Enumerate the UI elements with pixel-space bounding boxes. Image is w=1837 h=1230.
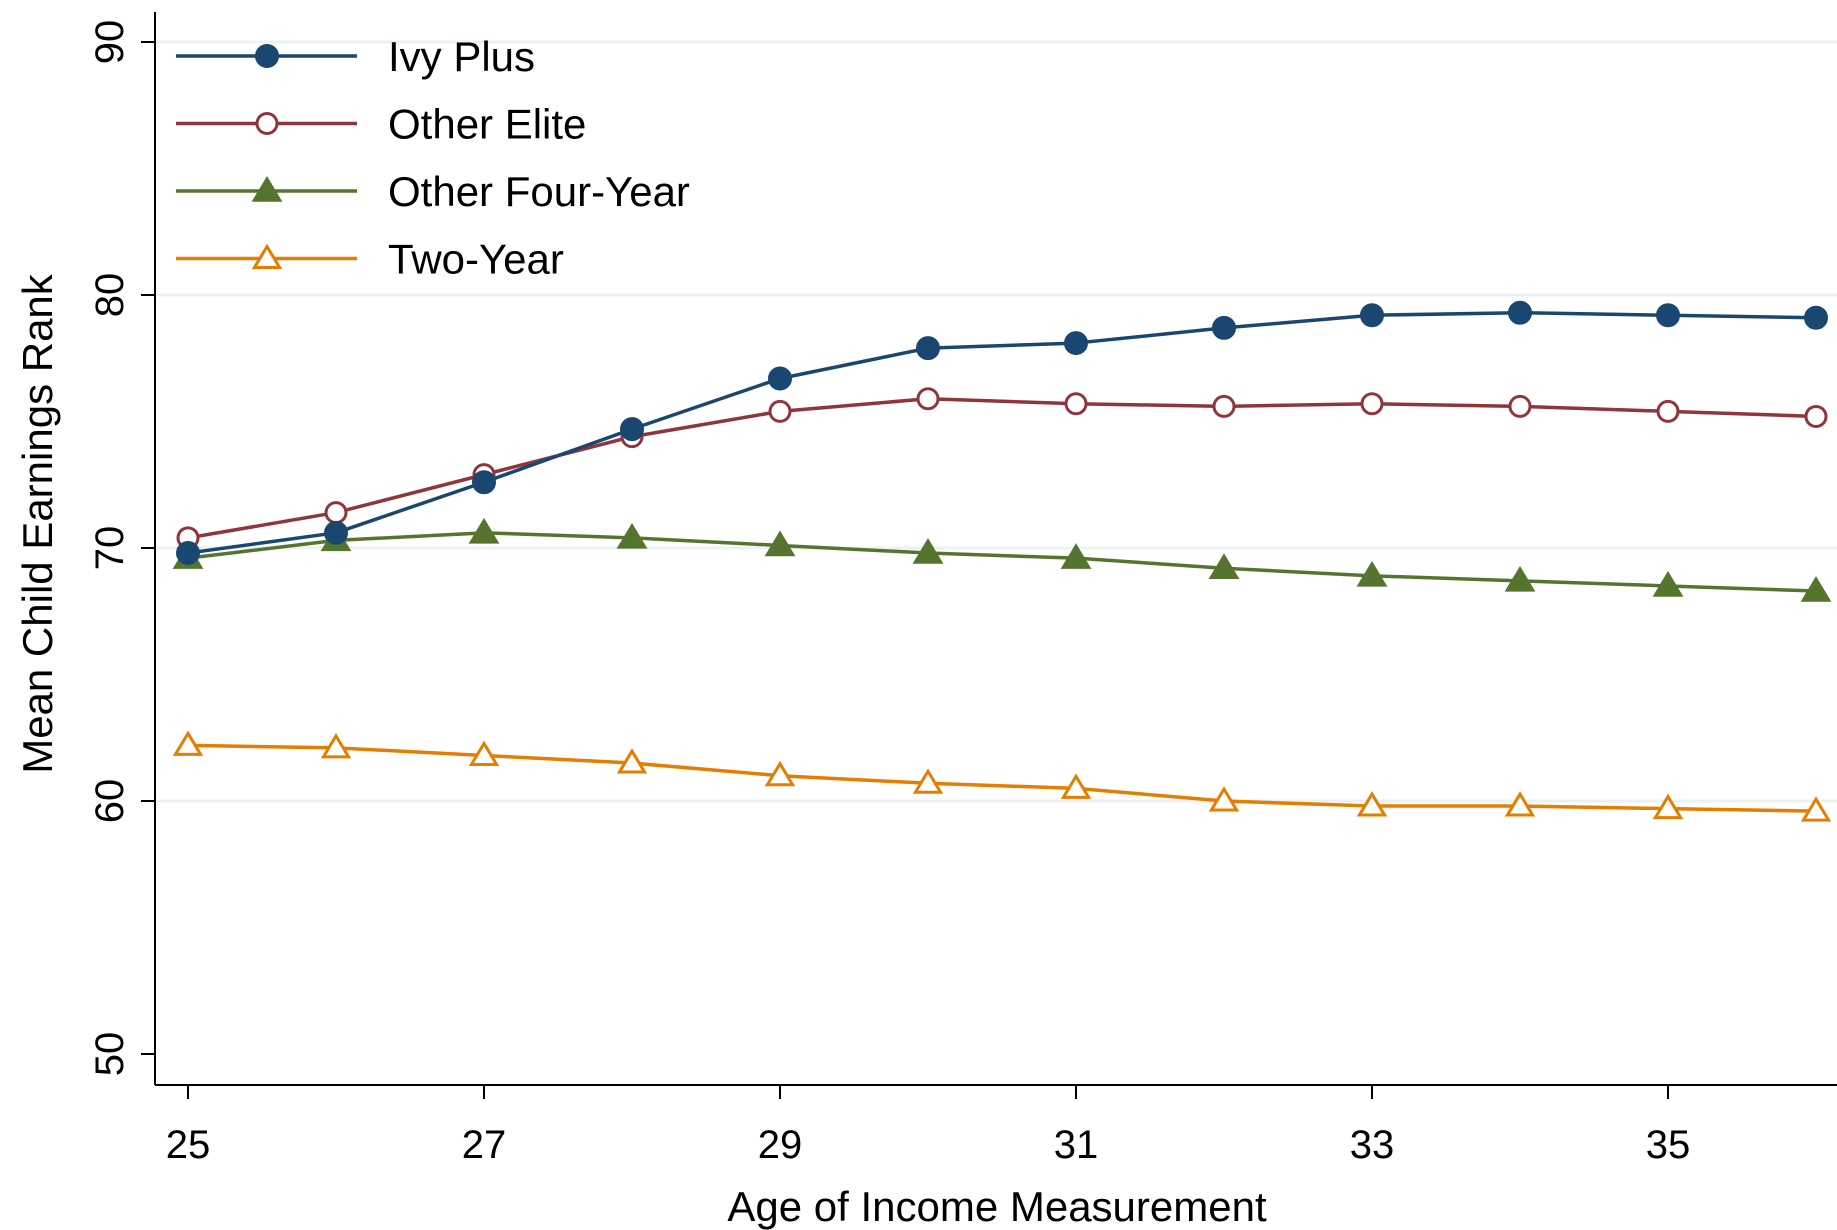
data-point-two-year-33: [1356, 791, 1388, 817]
data-point-ivy-plus-31: [1064, 331, 1088, 356]
x-tick-label-25: 25: [166, 1123, 211, 1167]
data-point-other-four-year-32: [1208, 553, 1240, 579]
data-point-two-year-34: [1504, 791, 1536, 817]
legend-item-two-year: Two-Year: [176, 236, 564, 283]
series-other-elite: [187, 396, 1817, 540]
data-point-ivy-plus-36: [1804, 305, 1828, 330]
data-point-other-elite-35: [1656, 399, 1680, 423]
legend-marker-two-year: [251, 243, 283, 269]
legend-marker-other-elite: [255, 112, 279, 135]
data-point-ivy-plus-27: [472, 470, 496, 495]
data-point-two-year-27: [468, 740, 500, 766]
y-axis-ticks: 50 60 70 80 90: [88, 20, 155, 1077]
data-point-ivy-plus-25: [176, 541, 200, 566]
data-point-other-four-year-31: [1060, 543, 1092, 569]
data-point-other-elite-33: [1360, 392, 1384, 416]
legend: Ivy Plus Other Elite Other Four-Year Two-Ye…: [176, 33, 690, 283]
data-point-other-elite-32: [1212, 394, 1236, 418]
legend-item-other-elite: Other Elite: [176, 101, 586, 148]
data-point-ivy-plus-34: [1508, 300, 1532, 325]
data-point-other-four-year-27: [468, 517, 500, 544]
data-point-other-four-year-33: [1356, 560, 1388, 587]
data-point-ivy-plus-29: [768, 366, 792, 391]
y-tick-label-70: 70: [88, 526, 132, 571]
x-axis-ticks: 25 27 29 31 33 35: [166, 1085, 1691, 1167]
legend-label-ivy-plus: Ivy Plus: [388, 33, 535, 80]
data-point-other-elite-29: [768, 399, 792, 423]
series-ivy-plus: [187, 310, 1817, 555]
x-tick-label-29: 29: [758, 1123, 803, 1167]
data-point-other-four-year-30: [912, 538, 944, 564]
data-point-ivy-plus-30: [916, 336, 940, 361]
data-point-ivy-plus-28: [620, 417, 644, 442]
y-tick-label-90: 90: [88, 20, 132, 65]
x-tick-label-27: 27: [462, 1123, 507, 1167]
data-point-other-four-year-34: [1504, 565, 1536, 592]
data-point-other-elite-34: [1508, 394, 1532, 418]
y-tick-label-60: 60: [88, 779, 132, 824]
series-line-two-year: [187, 743, 1817, 813]
data-point-other-four-year-29: [764, 530, 796, 557]
y-axis-title: Mean Child Earnings Rank: [14, 273, 61, 774]
data-point-other-four-year-35: [1652, 571, 1684, 597]
series-markers-two-year: [172, 730, 1832, 822]
data-point-two-year-26: [320, 732, 352, 759]
series-markers-other-elite: [176, 387, 1828, 550]
legend-marker-ivy-plus: [255, 44, 279, 68]
data-point-other-elite-30: [916, 387, 940, 411]
legend-label-other-elite: Other Elite: [388, 101, 586, 148]
data-point-two-year-35: [1652, 793, 1684, 820]
data-point-other-elite-31: [1064, 392, 1088, 416]
series-markers-other-four-year: [172, 517, 1832, 602]
series-two-year: [187, 743, 1817, 813]
series-line-ivy-plus: [187, 310, 1817, 555]
series-line-other-four-year: [187, 531, 1817, 593]
data-point-two-year-28: [616, 748, 648, 774]
legend-item-other-four-year: Other Four-Year: [176, 168, 690, 215]
data-point-ivy-plus-32: [1212, 315, 1236, 340]
x-tick-label-33: 33: [1350, 1123, 1395, 1167]
data-point-other-elite-26: [324, 501, 348, 525]
x-axis-title: Age of Income Measurement: [727, 1183, 1267, 1230]
grid-lines: [155, 40, 1837, 803]
data-point-two-year-32: [1208, 786, 1240, 812]
data-point-ivy-plus-35: [1656, 303, 1680, 328]
data-point-other-four-year-28: [616, 522, 648, 549]
legend-label-other-four-year: Other Four-Year: [388, 168, 690, 215]
data-point-ivy-plus-26: [324, 520, 348, 545]
series-markers-ivy-plus: [176, 300, 1828, 566]
data-point-other-four-year-36: [1800, 576, 1832, 602]
series-line-other-elite: [187, 396, 1817, 540]
y-tick-label-80: 80: [88, 273, 132, 318]
data-point-two-year-30: [912, 768, 944, 794]
legend-item-ivy-plus: Ivy Plus: [176, 33, 535, 80]
series-other-four-year: [187, 531, 1817, 593]
data-point-ivy-plus-33: [1360, 303, 1384, 328]
legend-marker-other-four-year: [251, 176, 283, 202]
data-point-two-year-36: [1800, 796, 1832, 822]
y-tick-label-50: 50: [88, 1032, 132, 1077]
data-point-two-year-31: [1060, 773, 1092, 799]
x-tick-label-31: 31: [1054, 1123, 1099, 1167]
x-tick-label-35: 35: [1646, 1123, 1691, 1167]
data-point-two-year-29: [764, 760, 796, 787]
legend-label-two-year: Two-Year: [388, 236, 564, 283]
data-point-two-year-25: [172, 730, 204, 756]
data-point-other-elite-36: [1804, 404, 1828, 428]
series-group: [172, 300, 1832, 822]
